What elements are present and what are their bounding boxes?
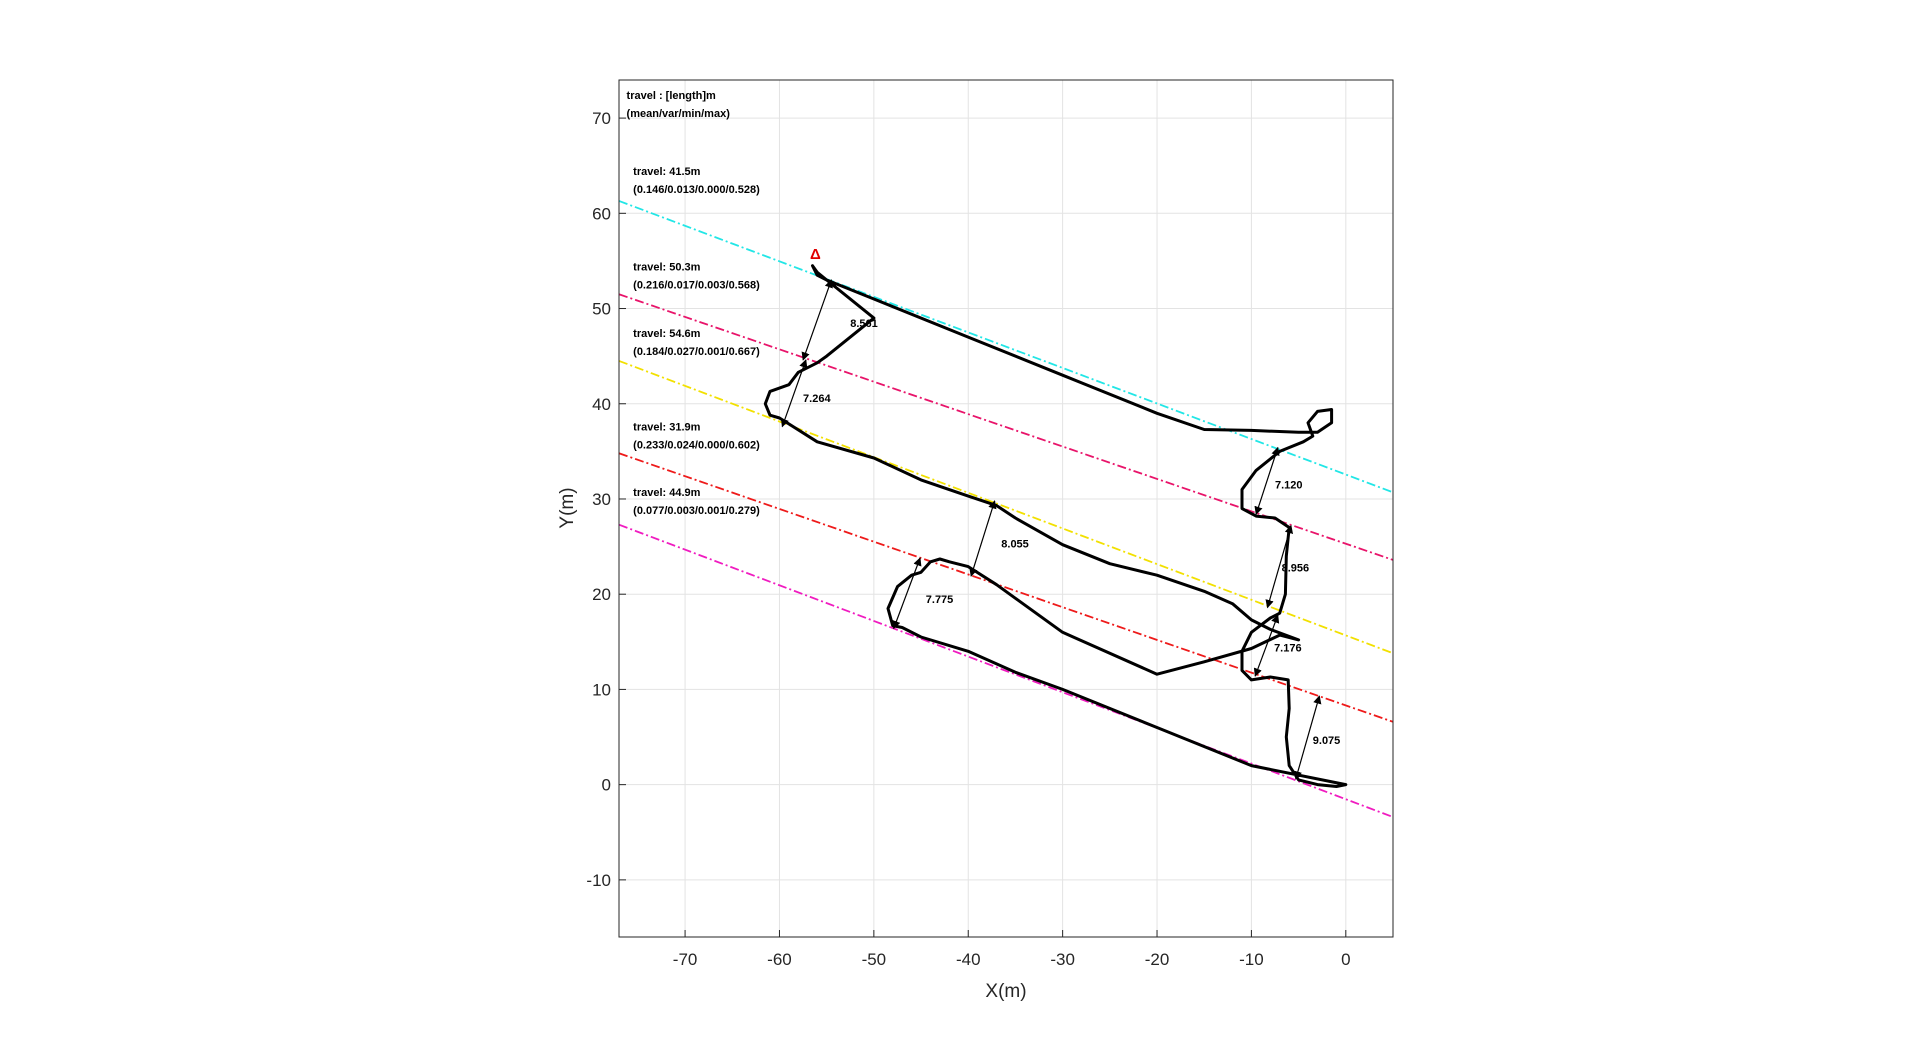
y-tick-label: 0 bbox=[602, 776, 611, 795]
legend-header-line: (mean/var/min/max) bbox=[627, 108, 731, 120]
distance-label: 8.956 bbox=[1282, 563, 1310, 575]
start-marker: Δ bbox=[810, 246, 821, 263]
series-stats-label: (0.216/0.017/0.003/0.568) bbox=[633, 279, 760, 291]
y-tick-label: 50 bbox=[592, 300, 611, 319]
x-axis-label: X(m) bbox=[985, 981, 1026, 1002]
series-stats-label: (0.077/0.003/0.001/0.279) bbox=[633, 505, 760, 517]
y-tick-label: 70 bbox=[592, 109, 611, 128]
x-axis-ticks: -70 -60 -50 -40 -30 -20 -10 0 bbox=[673, 930, 1351, 969]
y-tick-label: 60 bbox=[592, 204, 611, 223]
distance-arrows: 8.561 7.264 8.055 7.775 7.120 8.956 7.176 9.075 bbox=[780, 279, 1341, 780]
series-stats-label: (0.146/0.013/0.000/0.528) bbox=[633, 184, 760, 196]
x-tick-label: -10 bbox=[1239, 950, 1264, 969]
distance-label: 8.561 bbox=[850, 318, 878, 330]
distance-label: 7.176 bbox=[1274, 643, 1302, 655]
series-travel-label: travel: 31.9m bbox=[633, 421, 700, 433]
distance-arrow bbox=[780, 359, 808, 428]
distance-arrow bbox=[1254, 446, 1280, 516]
grid-lines bbox=[619, 80, 1393, 937]
plot-frame bbox=[618, 79, 1394, 938]
distance-arrow bbox=[1265, 524, 1294, 609]
y-axis-label: Y(m) bbox=[557, 487, 578, 528]
series-stats-label: (0.184/0.027/0.001/0.667) bbox=[633, 346, 760, 358]
y-tick-label: 20 bbox=[592, 585, 611, 604]
x-tick-label: -50 bbox=[862, 950, 887, 969]
legend-header-line: travel : [length]m bbox=[627, 90, 716, 102]
series-stats-label: (0.233/0.024/0.000/0.602) bbox=[633, 439, 760, 451]
lane-line-3 bbox=[619, 360, 1393, 655]
distance-arrow bbox=[892, 557, 922, 630]
series-travel-label: travel: 41.5m bbox=[633, 166, 700, 178]
series-annotations: travel: 41.5m (0.146/0.013/0.000/0.528) tr… bbox=[633, 166, 760, 517]
lane-line-1 bbox=[619, 200, 1393, 494]
distance-label: 7.264 bbox=[803, 393, 831, 405]
distance-label: 7.120 bbox=[1275, 480, 1303, 492]
legend-header: travel : [length]m (mean/var/min/max) bbox=[627, 90, 731, 120]
distance-label: 7.775 bbox=[926, 594, 954, 606]
distance-arrow bbox=[969, 500, 997, 577]
y-tick-label: 40 bbox=[592, 395, 611, 414]
y-axis-ticks: -10 0 10 20 30 40 50 60 70 bbox=[586, 109, 626, 890]
x-tick-label: 0 bbox=[1341, 950, 1350, 969]
series-travel-label: travel: 44.9m bbox=[633, 487, 700, 499]
x-tick-label: -60 bbox=[767, 950, 792, 969]
y-tick-label: 10 bbox=[592, 680, 611, 699]
lane-line-5 bbox=[619, 523, 1393, 818]
distance-arrow bbox=[801, 279, 833, 361]
series-travel-label: travel: 50.3m bbox=[633, 261, 700, 273]
x-tick-label: -20 bbox=[1145, 950, 1170, 969]
y-tick-label: 30 bbox=[592, 490, 611, 509]
series-travel-label: travel: 54.6m bbox=[633, 328, 700, 340]
x-tick-label: -70 bbox=[673, 950, 698, 969]
y-tick-label: -10 bbox=[586, 871, 611, 890]
distance-label: 9.075 bbox=[1313, 735, 1341, 747]
distance-arrow bbox=[1293, 695, 1322, 780]
distance-arrow bbox=[1253, 614, 1280, 677]
distance-label: 8.055 bbox=[1001, 539, 1029, 551]
x-tick-label: -40 bbox=[956, 950, 981, 969]
x-tick-label: -30 bbox=[1050, 950, 1075, 969]
